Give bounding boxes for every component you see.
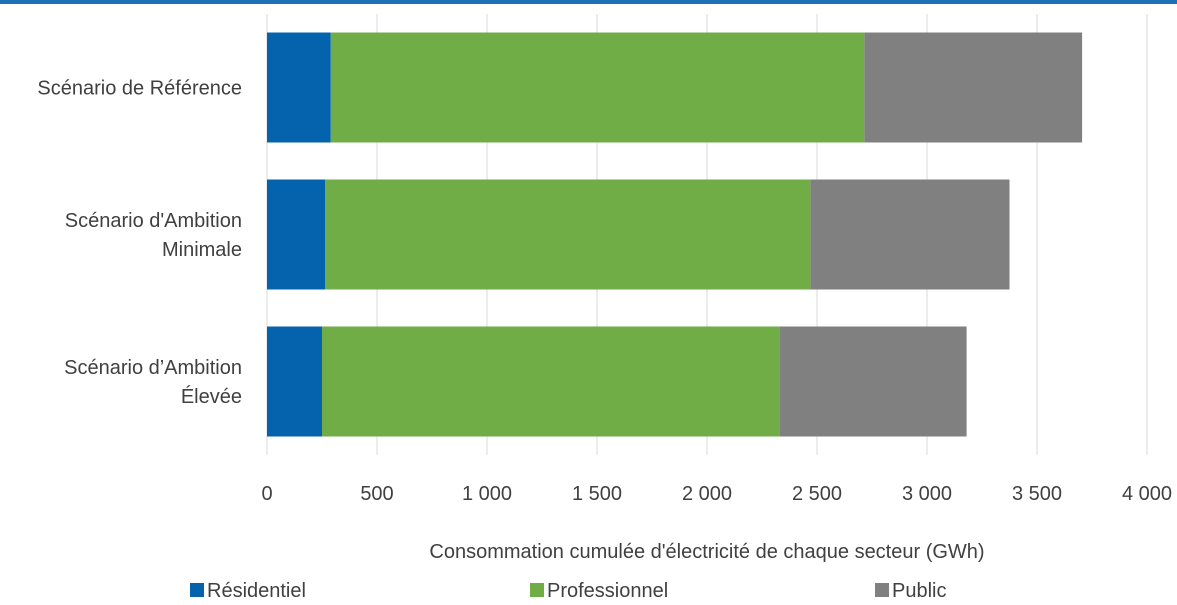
bar-professionnel-0	[330, 32, 865, 143]
legend-label: Public	[892, 580, 946, 602]
bar-public-1	[810, 179, 1010, 290]
bar-r-sidentiel-1	[267, 179, 326, 290]
legend-label: Résidentiel	[207, 580, 306, 602]
category-label: Élevée	[181, 385, 242, 408]
bar-professionnel-1	[325, 179, 811, 290]
category-label: Scénario de Référence	[37, 78, 242, 100]
category-label: Scénario d'Ambition	[65, 210, 242, 232]
x-tick-label: 3 000	[902, 483, 952, 505]
bar-r-sidentiel-0	[267, 32, 331, 143]
category-label: Minimale	[162, 239, 242, 261]
legend-label: Professionnel	[547, 580, 668, 602]
x-tick-label: 500	[360, 483, 393, 505]
legend-swatch	[530, 583, 544, 597]
bar-public-0	[864, 32, 1083, 143]
bar-professionnel-2	[322, 326, 780, 437]
legend-swatch	[190, 583, 204, 597]
legend-swatch	[875, 583, 889, 597]
x-tick-label: 1 500	[572, 483, 622, 505]
bar-public-2	[779, 326, 967, 437]
top-rule	[0, 0, 1177, 4]
x-axis-title: Consommation cumulée d'électricité de ch…	[429, 541, 984, 563]
x-tick-label: 2 000	[682, 483, 732, 505]
category-label: Scénario d’Ambition	[64, 357, 242, 379]
bar-r-sidentiel-2	[267, 326, 322, 437]
x-tick-label: 1 000	[462, 483, 512, 505]
x-tick-label: 2 500	[792, 483, 842, 505]
x-tick-label: 4 000	[1122, 483, 1172, 505]
x-tick-label: 3 500	[1012, 483, 1062, 505]
x-tick-label: 0	[261, 483, 272, 505]
